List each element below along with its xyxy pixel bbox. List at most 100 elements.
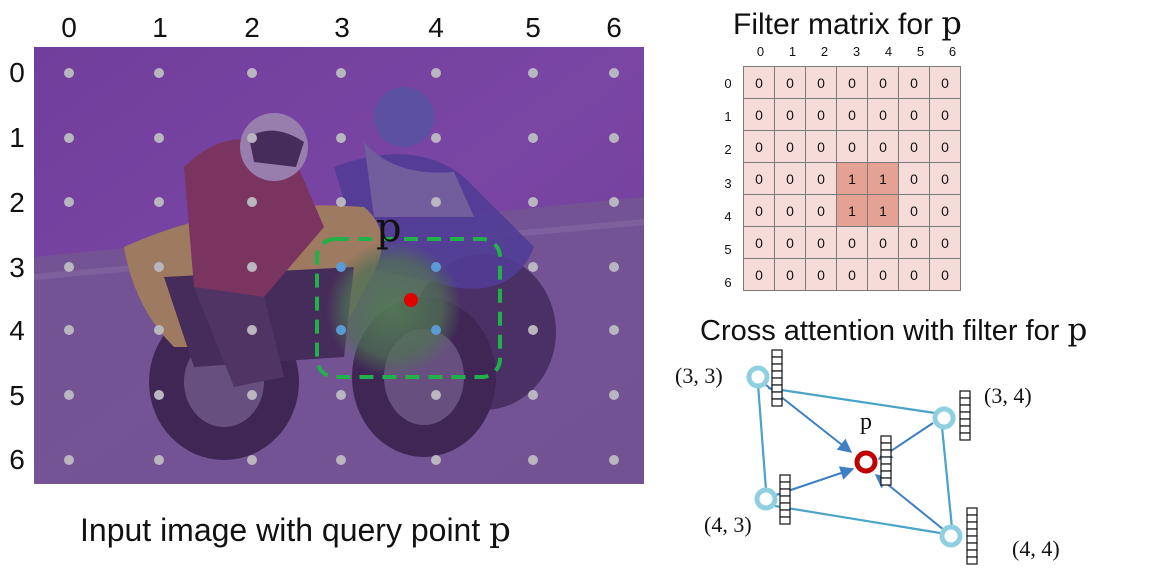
- row-label-1: 1: [9, 122, 25, 153]
- matrix-cell: 0: [929, 194, 961, 227]
- matrix-cell: 0: [929, 66, 961, 99]
- matrix-cell: 0: [929, 226, 961, 259]
- grid-point: [64, 262, 74, 272]
- grid-point: [154, 197, 164, 207]
- matrix-cell: 0: [867, 66, 899, 99]
- edge-43-44: [774, 504, 941, 535]
- feature-vector-cell: [771, 391, 783, 400]
- neighbor-grid-point: [431, 262, 441, 272]
- feature-vector-cell: [880, 456, 892, 465]
- matrix-cell: 0: [805, 162, 837, 195]
- feature-vector-cell: [966, 521, 978, 530]
- grid-point: [154, 455, 164, 465]
- cross-attention-title-text: Cross attention with filter for: [700, 315, 1068, 347]
- grid-point: [431, 390, 441, 400]
- grid-point: [154, 68, 164, 78]
- feature-vector-cell: [779, 481, 791, 490]
- feature-vector-cell: [779, 516, 791, 525]
- row-label-6: 6: [9, 444, 25, 475]
- grid-point: [528, 262, 538, 272]
- node-label-3-3: (3, 3): [675, 363, 723, 388]
- matrix-cell: 0: [867, 98, 899, 131]
- feature-vector-cell: [959, 397, 971, 406]
- query-node: [854, 450, 878, 474]
- grid-point: [154, 262, 164, 272]
- node-3-4: [932, 406, 956, 430]
- grid-point: [336, 133, 346, 143]
- feature-vector-cell: [771, 356, 783, 365]
- feature-vector-cell: [966, 549, 978, 558]
- matrix-col-label-1: 1: [788, 44, 797, 59]
- feature-vector-cell: [880, 477, 892, 486]
- col-label-6: 6: [606, 12, 622, 43]
- query-point-label: p: [376, 205, 402, 251]
- feature-vector-cell: [771, 349, 783, 358]
- feature-vector-cell: [880, 463, 892, 472]
- feature-vector-cell: [959, 404, 971, 413]
- matrix-row-label-6: 6: [724, 275, 732, 290]
- grid-point: [528, 68, 538, 78]
- feature-vector-cell: [959, 411, 971, 420]
- motorcycle-photo: [34, 47, 644, 484]
- node-label-3-4: (3, 4): [984, 383, 1032, 408]
- grid-point: [64, 197, 74, 207]
- grid-point: [528, 325, 538, 335]
- matrix-cell: 0: [774, 130, 806, 163]
- grid-point: [64, 68, 74, 78]
- matrix-cell: 0: [836, 258, 868, 291]
- matrix-cell: 0: [774, 194, 806, 227]
- matrix-row-label-0: 0: [724, 76, 732, 91]
- node-label-4-3: (4, 3): [704, 512, 752, 537]
- grid-point: [431, 133, 441, 143]
- col-label-4: 4: [428, 12, 444, 43]
- grid-point: [247, 133, 257, 143]
- neighbor-grid-point: [336, 262, 346, 272]
- filter-matrix-title-text: Filter matrix for: [733, 8, 942, 41]
- grid-point: [64, 390, 74, 400]
- grid-point: [247, 455, 257, 465]
- row-label-5: 5: [9, 380, 25, 411]
- matrix-cell: 0: [743, 226, 775, 259]
- grid-point: [431, 197, 441, 207]
- grid-point: [609, 390, 619, 400]
- col-label-3: 3: [334, 12, 350, 43]
- matrix-cell: 0: [743, 98, 775, 131]
- matrix-cell: 0: [774, 98, 806, 131]
- feature-vector-cell: [779, 495, 791, 504]
- grid-point: [336, 197, 346, 207]
- row-label-2: 2: [9, 187, 25, 218]
- matrix-cell: 1: [867, 194, 899, 227]
- filter-matrix-title-symbol: p: [941, 4, 962, 42]
- grid-point: [609, 325, 619, 335]
- matrix-cell: 0: [898, 162, 930, 195]
- feature-vector-cell: [779, 488, 791, 497]
- grid-point: [154, 390, 164, 400]
- grid-point: [64, 455, 74, 465]
- matrix-cell: 0: [774, 162, 806, 195]
- matrix-cell: 0: [805, 194, 837, 227]
- receptive-field-box: [315, 237, 502, 379]
- feature-vector-cell: [771, 363, 783, 372]
- grid-point: [609, 133, 619, 143]
- matrix-cell: 0: [867, 226, 899, 259]
- grid-point: [336, 390, 346, 400]
- query-point: [404, 293, 418, 307]
- cross-attention-title: Cross attention with filter for p: [700, 312, 1087, 348]
- feature-vector-cell: [880, 442, 892, 451]
- grid-point: [247, 68, 257, 78]
- grid-point: [154, 133, 164, 143]
- grid-point: [609, 68, 619, 78]
- matrix-col-label-6: 6: [948, 44, 957, 59]
- node-3-3: [746, 365, 770, 389]
- col-label-0: 0: [61, 12, 77, 43]
- matrix-cell: 0: [898, 226, 930, 259]
- matrix-cell: 0: [867, 130, 899, 163]
- grid-point: [431, 455, 441, 465]
- query-node-label: p: [860, 409, 872, 435]
- matrix-cell: 0: [805, 98, 837, 131]
- matrix-cell: 0: [929, 258, 961, 291]
